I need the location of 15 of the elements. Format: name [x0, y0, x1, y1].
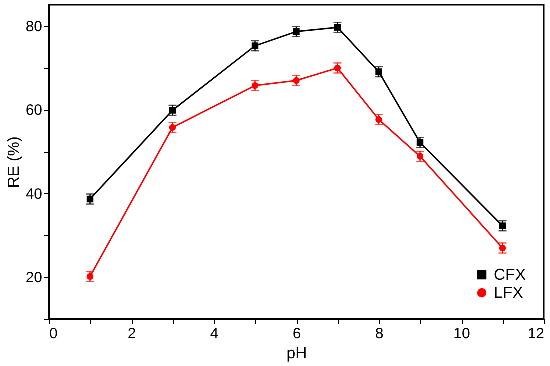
y-tick-label: 40	[26, 186, 42, 203]
y-tick-label: 80	[26, 18, 42, 36]
x-tick-label: 8	[375, 326, 384, 342]
y-axis-title: RE (%)	[6, 136, 23, 188]
x-tick-label: 10	[454, 326, 470, 342]
y-tick-label: 60	[26, 102, 42, 120]
legend-label: CFX	[494, 267, 526, 284]
x-tick-label: 6	[292, 326, 302, 342]
legend-label: LFX	[494, 285, 524, 302]
x-tick-label: 0	[50, 326, 58, 342]
x-tick-label: 4	[210, 326, 219, 342]
x-axis-title: pH	[286, 346, 308, 362]
x-tick-label: 12	[528, 326, 544, 342]
y-tick-label: 20	[26, 270, 42, 287]
x-tick-label: 2	[128, 326, 136, 342]
